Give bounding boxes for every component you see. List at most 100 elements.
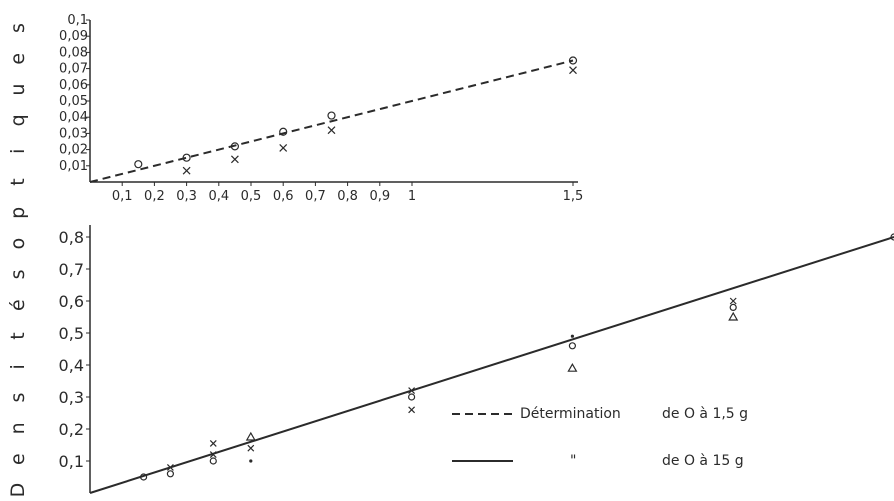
- legend-solid-ditto: ": [570, 453, 576, 469]
- y-axis-label-letter: p: [7, 207, 29, 219]
- top-data-point-circle: [279, 127, 288, 136]
- top-series-line-dashed: [89, 59, 574, 183]
- bottom-data-point-triangle: [245, 431, 256, 441]
- top-x-tick-label: 0,3: [176, 189, 197, 204]
- bottom-data-point-cross: [247, 444, 255, 452]
- top-x-tick-label: 0,5: [241, 189, 262, 204]
- top-data-point-circle: [327, 111, 336, 120]
- bottom-y-ticks: 0,1 0,2 0,3 0,4 0,5 0,6 0,7 0,8: [59, 228, 90, 471]
- cross-stroke: [729, 297, 737, 305]
- y-axis-label-letter: s: [7, 393, 29, 403]
- bottom-data-point-cross: [408, 387, 416, 395]
- cross-stroke: [209, 439, 217, 447]
- y-axis-label-letter: i: [7, 149, 29, 154]
- legend: Détermination de O à 1,5 g " de O à 15 g: [452, 406, 748, 469]
- bottom-y-tick-label: 0,2: [59, 420, 84, 439]
- top-data-point-circle: [568, 56, 578, 65]
- bottom-data-point-circle: [568, 342, 577, 350]
- y-axis-label-letter: e: [7, 53, 29, 65]
- bottom-data-point-dot: [570, 334, 575, 338]
- top-plot-axes: [89, 20, 578, 183]
- bottom-data-point-dot: [249, 459, 253, 463]
- top-y-tick-label: 0,08: [59, 45, 88, 60]
- legend-dashed-range: de O à 1,5 g: [662, 406, 748, 422]
- top-x-tick-label: 0,1: [112, 189, 133, 204]
- bottom-y-tick-label: 0,3: [59, 388, 84, 407]
- y-axis-label-letter: e: [7, 453, 29, 465]
- top-x-tick-label: 0,4: [208, 189, 229, 204]
- bottom-data-point-circle: [209, 457, 217, 465]
- y-axis-label-letter: s: [7, 269, 29, 279]
- bottom-y-tick-label: 0,8: [59, 228, 84, 247]
- top-y-ticks: 0,010,02 0,030,040,050,060,07 0,080,090,1: [59, 13, 90, 174]
- bottom-data-point-circle: [166, 470, 174, 478]
- top-y-tick-label: 0,02: [59, 143, 88, 158]
- legend-dashed-label: Détermination: [520, 406, 621, 422]
- bottom-data-point-cross: [166, 463, 174, 471]
- bottom-data-point-circle: [408, 393, 416, 401]
- top-x-tick-label: 1,5: [563, 189, 584, 204]
- top-x-tick-label: 0,9: [369, 189, 390, 204]
- top-x-ticks: 0,1 0,2 0,3 0,4 0,5 0,6 0,7 0,8 0,9 1 1,5: [112, 182, 583, 204]
- cross-stroke: [166, 463, 174, 471]
- cross-stroke: [569, 66, 577, 75]
- top-y-tick-label: 0,07: [59, 62, 88, 77]
- y-axis-label-letter: t: [7, 332, 29, 339]
- top-plot-marks: [89, 56, 578, 183]
- top-y-tick-label: 0,1: [67, 13, 88, 28]
- cross-stroke: [408, 387, 416, 395]
- top-x-tick-label: 0,8: [337, 189, 358, 204]
- bottom-data-point-cross: [408, 406, 416, 414]
- bottom-y-tick-label: 0,7: [59, 260, 84, 279]
- y-axis-label-letter: n: [7, 422, 29, 434]
- bottom-data-point-triangle: [567, 362, 578, 372]
- top-y-tick-label: 0,01: [59, 159, 88, 174]
- top-x-tick-label: 0,2: [144, 189, 165, 204]
- y-axis-label-letter: q: [7, 114, 29, 126]
- cross-stroke: [182, 166, 191, 175]
- bottom-y-tick-label: 0,6: [59, 292, 84, 311]
- y-axis-label-letter: é: [7, 299, 29, 311]
- y-axis-label-letter: s: [7, 23, 29, 33]
- bottom-y-tick-label: 0,1: [59, 452, 84, 471]
- top-data-point-cross: [327, 126, 336, 135]
- top-y-tick-label: 0,03: [59, 126, 88, 141]
- top-y-tick-label: 0,05: [59, 94, 88, 109]
- bottom-data-point-circle: [140, 473, 148, 481]
- top-data-point-circle: [134, 160, 143, 169]
- cross-stroke: [230, 155, 239, 164]
- top-x-tick-label: 1: [408, 189, 416, 204]
- top-data-point-cross: [569, 66, 577, 75]
- top-x-tick-label: 0,7: [305, 189, 326, 204]
- y-axis-label-letter: o: [7, 238, 29, 250]
- bottom-y-tick-label: 0,4: [59, 356, 84, 375]
- y-axis-label-letter: u: [7, 84, 29, 96]
- y-axis-label: De n s i t é s o p t i q u e s: [7, 23, 29, 497]
- top-data-point-cross: [279, 144, 288, 152]
- bottom-data-point-cross: [209, 439, 217, 447]
- top-data-point-circle: [230, 142, 239, 151]
- top-y-tick-label: 0,06: [59, 78, 88, 93]
- bottom-plot-marks: [89, 233, 894, 494]
- y-axis-label-letter: D: [7, 483, 29, 498]
- bottom-data-point-triangle: [728, 311, 739, 321]
- top-data-point-circle: [182, 153, 191, 162]
- cross-stroke: [247, 444, 255, 452]
- y-axis-label-letter: t: [7, 178, 29, 185]
- cross-stroke: [327, 126, 336, 135]
- top-y-tick-label: 0,09: [59, 29, 88, 44]
- bottom-data-point-circle: [890, 233, 894, 241]
- cross-stroke: [209, 451, 217, 459]
- bottom-data-point-circle: [729, 303, 737, 311]
- bottom-series-line-solid: [89, 236, 894, 494]
- legend-solid-range: de O à 15 g: [662, 453, 744, 469]
- cross-stroke: [279, 144, 288, 152]
- bottom-y-tick-label: 0,5: [59, 324, 84, 343]
- top-y-tick-label: 0,04: [59, 110, 88, 125]
- top-x-tick-label: 0,6: [273, 189, 294, 204]
- cross-stroke: [408, 406, 416, 414]
- top-data-point-cross: [230, 155, 239, 164]
- bottom-data-point-cross: [209, 451, 217, 459]
- top-data-point-cross: [182, 166, 191, 175]
